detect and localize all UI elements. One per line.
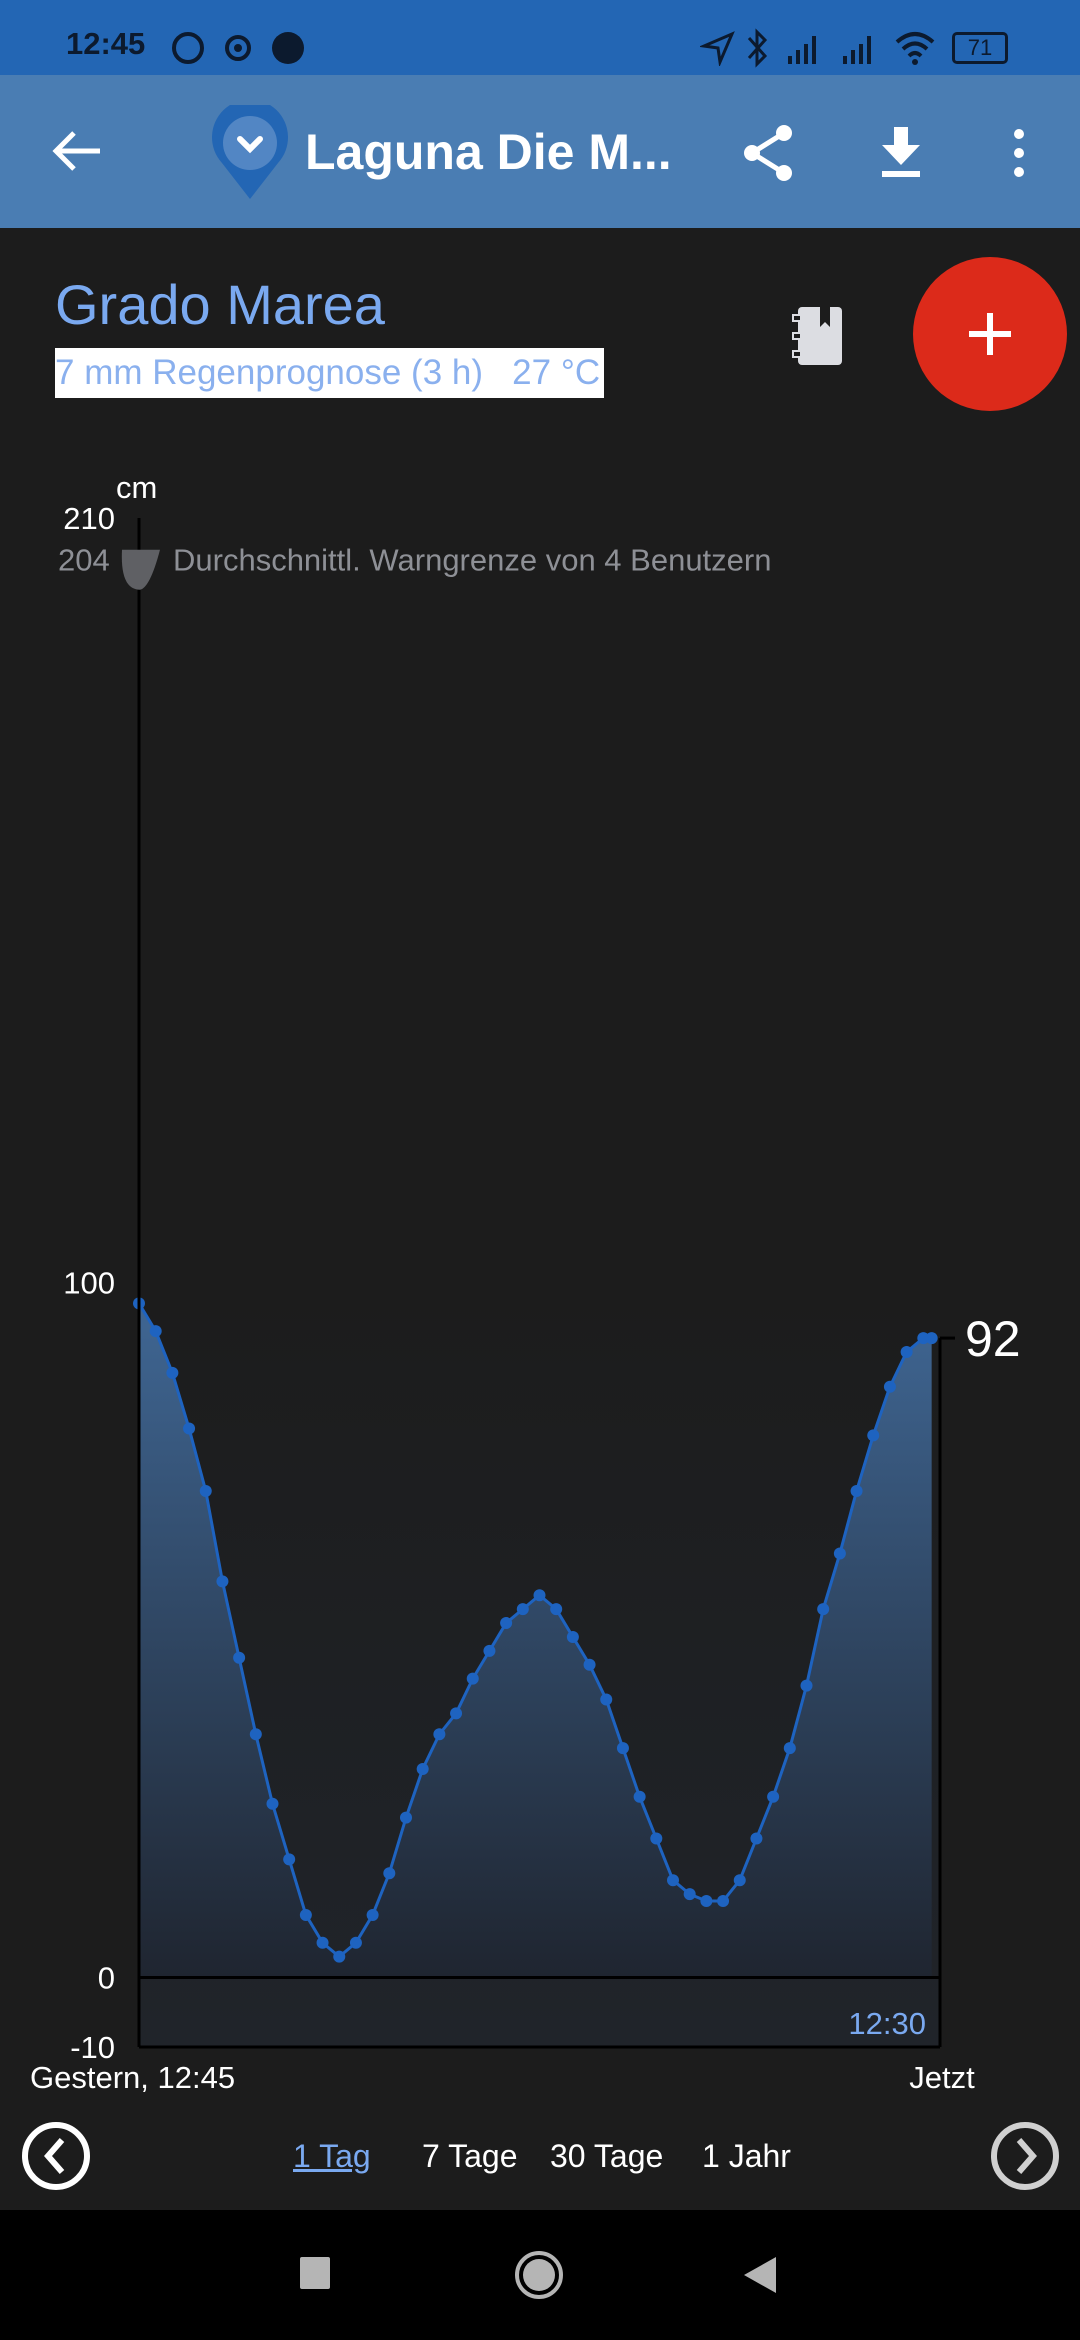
data-point (800, 1679, 813, 1692)
data-point (199, 1485, 212, 1497)
data-point (733, 1874, 746, 1887)
y-axis-unit: cm (116, 470, 157, 505)
data-point (616, 1742, 629, 1755)
y-tick-label: 100 (63, 1266, 115, 1301)
data-point (266, 1797, 279, 1810)
x-end-label: Jetzt (909, 2060, 975, 2095)
signal-icon (843, 36, 871, 64)
next-arrow-icon[interactable] (989, 2120, 1061, 2192)
data-point (667, 1874, 679, 1887)
recents-square-icon[interactable] (298, 2255, 334, 2291)
tab-30-tage[interactable]: 30 Tage (550, 2138, 664, 2174)
share-icon[interactable] (740, 123, 800, 183)
data-point (817, 1603, 830, 1616)
battery-level: 71 (967, 35, 993, 60)
data-point (600, 1693, 613, 1706)
data-point (650, 1832, 663, 1845)
data-point (466, 1672, 479, 1685)
data-point (900, 1346, 913, 1358)
warning-text: Durchschnittl. Warngrenze von 4 Benutzer… (173, 543, 771, 578)
data-point (917, 1332, 930, 1345)
data-point (533, 1589, 546, 1602)
data-point (333, 1950, 346, 1963)
x-start-label: Gestern, 12:45 (30, 2060, 235, 2095)
y-tick-label: 210 (63, 501, 115, 536)
whatsapp-icon (172, 32, 204, 64)
data-point (550, 1603, 563, 1616)
download-icon[interactable] (878, 125, 924, 181)
data-point (700, 1895, 713, 1908)
plus-icon (969, 313, 1011, 355)
y-tick-label: 0 (98, 1961, 115, 1996)
back-triangle-icon[interactable] (740, 2255, 780, 2295)
app-title: Laguna Die M... (305, 124, 672, 180)
water-level-chart: 210 100 0 -10 cm 204 Durchschnittl. Warngre… (30, 470, 1021, 2095)
data-point (566, 1630, 579, 1643)
data-point (717, 1895, 730, 1908)
data-point (583, 1658, 596, 1671)
data-point (316, 1936, 329, 1949)
tab-1-tag[interactable]: 1 Tag (293, 2138, 371, 2174)
data-point (400, 1811, 412, 1824)
home-circle-icon[interactable] (512, 2248, 566, 2302)
area-fill (139, 1303, 932, 1978)
tab-7-tage[interactable]: 7 Tage (422, 2138, 518, 2174)
data-point (483, 1644, 496, 1657)
data-point (249, 1728, 262, 1741)
app-bar: Laguna Die M... (0, 75, 1080, 228)
data-point (299, 1908, 312, 1921)
data-point (883, 1380, 896, 1393)
data-point (383, 1867, 396, 1880)
signal-icon (788, 36, 816, 64)
navigation-icon (700, 31, 735, 66)
data-point (166, 1366, 179, 1379)
data-point (349, 1936, 362, 1949)
data-point (433, 1728, 446, 1741)
location-pin-icon[interactable] (210, 105, 290, 201)
station-name: Grado Marea (55, 273, 385, 336)
data-point (450, 1707, 463, 1720)
warning-drop-icon (121, 549, 160, 590)
previous-arrow-icon[interactable] (20, 2120, 92, 2192)
notebook-icon[interactable] (790, 305, 850, 369)
back-arrow-icon[interactable] (50, 127, 104, 175)
data-point (850, 1485, 863, 1497)
data-point (750, 1832, 763, 1845)
system-nav-bar (0, 2210, 1080, 2340)
data-point (833, 1547, 846, 1560)
data-point (867, 1429, 880, 1442)
data-point (925, 1332, 938, 1345)
y-tick-label: -10 (70, 2030, 115, 2065)
battery-icon: 71 (952, 32, 1008, 64)
status-time: 12:45 (66, 26, 146, 61)
tab-1-jahr[interactable]: 1 Jahr (702, 2138, 791, 2174)
location-target-icon (225, 35, 251, 61)
data-point (366, 1908, 379, 1921)
data-point (633, 1790, 646, 1803)
data-point (783, 1742, 796, 1755)
current-value-label: 92 (965, 1311, 1021, 1367)
data-point (416, 1763, 429, 1775)
data-point (149, 1325, 162, 1338)
last-time-label: 12:30 (848, 2006, 926, 2041)
data-point (683, 1888, 696, 1901)
data-point (233, 1651, 246, 1664)
warning-value-label: 204 (58, 543, 110, 578)
status-bar: 12:45 71 (0, 0, 1080, 75)
data-point (500, 1617, 513, 1630)
add-button[interactable] (913, 257, 1067, 411)
more-vert-icon[interactable] (1006, 127, 1032, 179)
dot-icon (272, 32, 304, 64)
data-point (767, 1790, 780, 1803)
data-point (216, 1575, 229, 1588)
data-point (183, 1422, 196, 1435)
data-point (283, 1853, 296, 1866)
data-point (516, 1603, 529, 1616)
station-info: 7 mm Regenprognose (3 h) 27 °C (55, 348, 605, 398)
bluetooth-icon (747, 28, 768, 68)
wifi-icon (895, 32, 935, 65)
